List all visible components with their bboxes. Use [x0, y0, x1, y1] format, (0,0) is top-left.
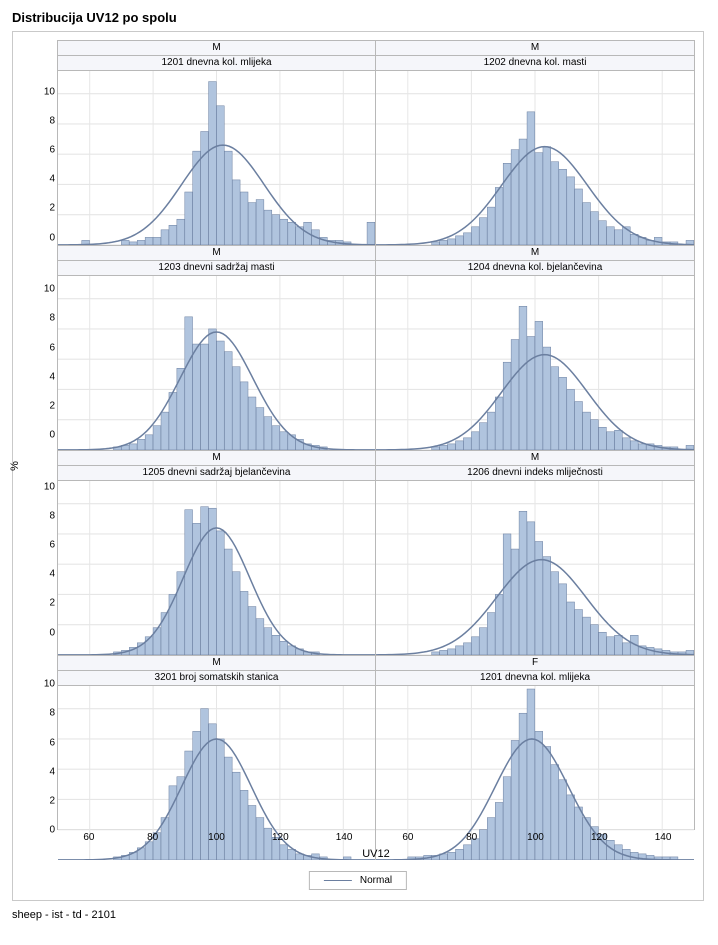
x-tick-label: 80: [147, 832, 158, 843]
y-tick-label: 8: [31, 510, 55, 521]
panel: M1204 dnevna kol. bjelančevina: [376, 246, 694, 451]
y-tick-label: 8: [31, 313, 55, 324]
y-tick-label: 6: [31, 145, 55, 156]
panel: M1202 dnevna kol. masti: [376, 41, 694, 246]
y-axis-label: %: [9, 461, 21, 471]
panel-subtitle: 1201 dnevna kol. mlijeka: [376, 671, 694, 686]
panel: M1203 dnevni sadržaj masti: [58, 246, 376, 451]
panel-group-header: M: [376, 41, 694, 56]
y-tick-label: 0: [31, 232, 55, 243]
y-tick-label: 4: [31, 371, 55, 382]
plot-area: [376, 481, 694, 655]
x-tick-label: 100: [527, 832, 544, 843]
x-tick-label: 140: [336, 832, 353, 843]
x-tick-label: 140: [655, 832, 672, 843]
x-axis-label: UV12: [57, 848, 695, 860]
legend-swatch-normal: [324, 880, 352, 881]
panel-group-header: M: [58, 246, 375, 261]
plot-area: [58, 481, 375, 655]
x-tick-label: 100: [208, 832, 225, 843]
chart-frame: % 0246810024681002468100246810 M1201 dne…: [12, 31, 704, 901]
y-tick-label: 10: [31, 284, 55, 295]
panel-subtitle: 1201 dnevna kol. mlijeka: [58, 56, 375, 71]
x-tick-label: 120: [591, 832, 608, 843]
panel-subtitle: 1206 dnevni indeks mliječnosti: [376, 466, 694, 481]
y-tick-label: 4: [31, 174, 55, 185]
legend-label: Normal: [360, 875, 392, 886]
y-tick-label: 2: [31, 400, 55, 411]
x-axis-ticks: 60 80 100 120 140 60 80 100 120 140: [57, 832, 695, 844]
panel-grid: M1201 dnevna kol. mlijekaM1202 dnevna ko…: [57, 40, 695, 830]
panel: M3201 broj somatskih stanica: [58, 656, 376, 860]
y-tick-label: 8: [31, 115, 55, 126]
panel-group-header: M: [58, 41, 375, 56]
y-tick-label: 6: [31, 540, 55, 551]
y-tick-label: 0: [31, 430, 55, 441]
panel-group-header: F: [376, 656, 694, 671]
x-tick-label: 60: [402, 832, 413, 843]
panel: F1201 dnevna kol. mlijeka: [376, 656, 694, 860]
y-tick-label: 2: [31, 203, 55, 214]
footer-text: sheep - ist - td - 2101: [12, 909, 706, 921]
panel-subtitle: 3201 broj somatskih stanica: [58, 671, 375, 686]
y-tick-label: 4: [31, 766, 55, 777]
x-tick-label: 60: [83, 832, 94, 843]
y-tick-label: 2: [31, 598, 55, 609]
panel-group-header: M: [58, 451, 375, 466]
y-tick-label: 2: [31, 795, 55, 806]
panel: M1205 dnevni sadržaj bjelančevina: [58, 451, 376, 656]
panel-group-header: M: [58, 656, 375, 671]
y-tick-label: 4: [31, 569, 55, 580]
panel: M1201 dnevna kol. mlijeka: [58, 41, 376, 246]
legend: Normal: [309, 871, 407, 890]
plot-area: [376, 71, 694, 245]
panel-subtitle: 1204 dnevna kol. bjelančevina: [376, 261, 694, 276]
plot-area: [58, 71, 375, 245]
y-tick-label: 0: [31, 825, 55, 836]
y-tick-label: 6: [31, 737, 55, 748]
plot-area: [58, 276, 375, 450]
y-tick-label: 10: [31, 86, 55, 97]
x-tick-label: 80: [466, 832, 477, 843]
y-tick-label: 10: [31, 481, 55, 492]
panel-group-header: M: [376, 451, 694, 466]
y-axis-ticks: 0246810024681002468100246810: [31, 40, 55, 830]
page-title: Distribucija UV12 po spolu: [12, 10, 706, 25]
y-tick-label: 0: [31, 627, 55, 638]
y-tick-label: 8: [31, 708, 55, 719]
x-tick-label: 120: [272, 832, 289, 843]
plot-area: [376, 276, 694, 450]
y-tick-label: 10: [31, 679, 55, 690]
panel-subtitle: 1202 dnevna kol. masti: [376, 56, 694, 71]
panel: M1206 dnevni indeks mliječnosti: [376, 451, 694, 656]
panel-subtitle: 1203 dnevni sadržaj masti: [58, 261, 375, 276]
panel-subtitle: 1205 dnevni sadržaj bjelančevina: [58, 466, 375, 481]
panel-group-header: M: [376, 246, 694, 261]
y-tick-label: 6: [31, 342, 55, 353]
